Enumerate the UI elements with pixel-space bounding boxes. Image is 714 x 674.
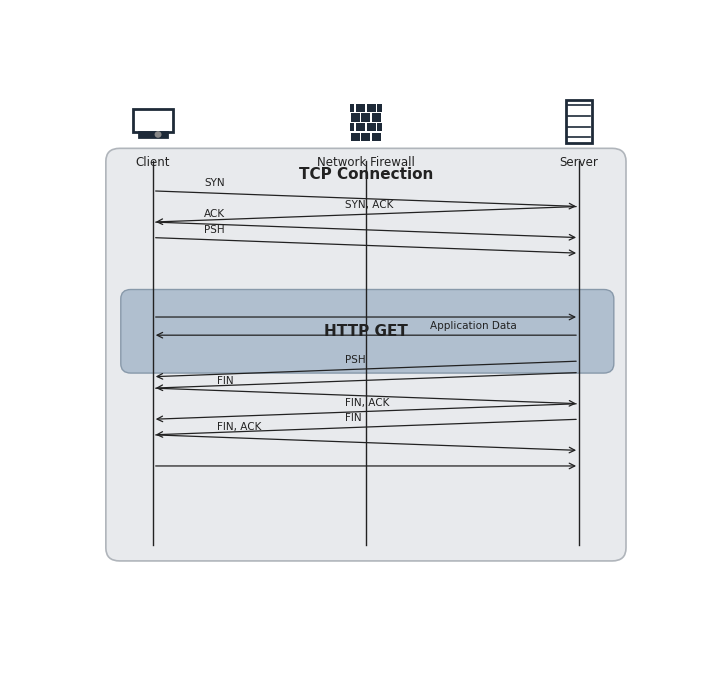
Text: FIN: FIN	[345, 413, 361, 423]
Text: ACK: ACK	[204, 209, 225, 219]
FancyBboxPatch shape	[356, 123, 365, 131]
FancyBboxPatch shape	[367, 104, 376, 112]
FancyBboxPatch shape	[565, 100, 592, 143]
Text: TCP Connection: TCP Connection	[298, 166, 433, 182]
FancyBboxPatch shape	[378, 123, 382, 131]
Text: HTTP GET: HTTP GET	[324, 324, 408, 338]
FancyBboxPatch shape	[121, 290, 614, 373]
Text: SYN: SYN	[204, 178, 225, 188]
FancyBboxPatch shape	[361, 133, 371, 141]
Text: FIN: FIN	[217, 376, 233, 386]
FancyBboxPatch shape	[350, 123, 354, 131]
Text: Client: Client	[136, 156, 170, 169]
FancyBboxPatch shape	[351, 133, 360, 141]
FancyBboxPatch shape	[133, 109, 173, 132]
Text: PSH: PSH	[204, 225, 225, 235]
FancyBboxPatch shape	[351, 113, 360, 121]
FancyBboxPatch shape	[136, 112, 170, 129]
Text: FIN, ACK: FIN, ACK	[217, 423, 261, 433]
FancyBboxPatch shape	[361, 113, 371, 121]
FancyBboxPatch shape	[139, 132, 167, 137]
Text: FIN, ACK: FIN, ACK	[345, 398, 389, 408]
FancyBboxPatch shape	[372, 113, 381, 121]
Text: Server: Server	[560, 156, 598, 169]
Text: Application Data: Application Data	[430, 321, 517, 330]
FancyBboxPatch shape	[378, 104, 382, 112]
FancyBboxPatch shape	[356, 104, 365, 112]
FancyBboxPatch shape	[350, 104, 354, 112]
FancyBboxPatch shape	[372, 133, 381, 141]
Circle shape	[155, 132, 161, 137]
Text: PSH: PSH	[345, 355, 366, 365]
Text: Network Firewall: Network Firewall	[317, 156, 415, 169]
FancyBboxPatch shape	[106, 148, 626, 561]
Text: SYN, ACK: SYN, ACK	[345, 200, 393, 210]
FancyBboxPatch shape	[367, 123, 376, 131]
